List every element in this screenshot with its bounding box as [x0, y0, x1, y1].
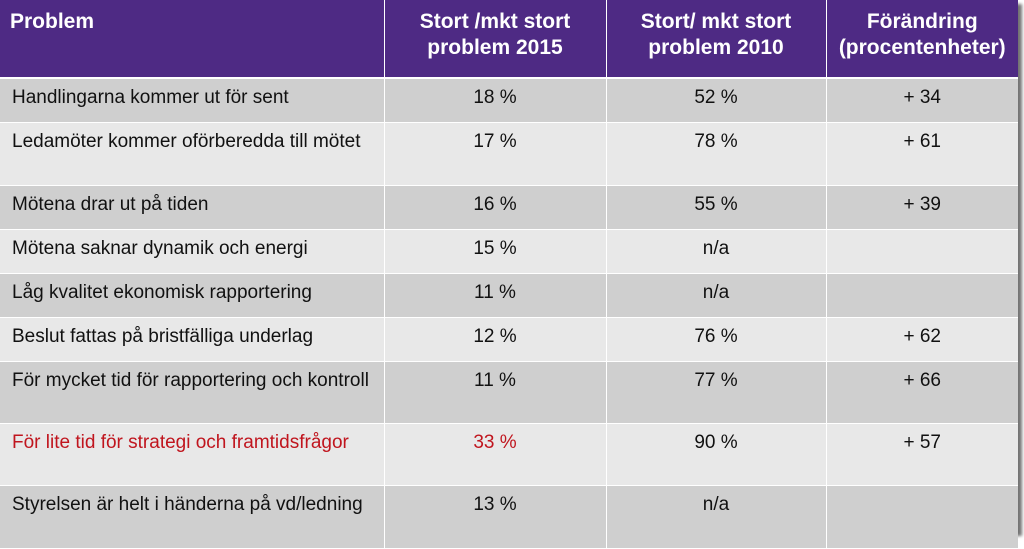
value-2010-cell: n/a: [606, 229, 827, 274]
change-cell: + 62: [826, 317, 1018, 362]
value-2010-cell: 90 %: [606, 423, 827, 486]
table-row: Beslut fattas på bristfälliga underlag 1…: [0, 317, 1018, 362]
change-cell: [826, 229, 1018, 274]
value-2015-cell-highlighted: 33 %: [384, 423, 607, 486]
problem-cell-highlighted: För lite tid för strategi och framtidsfr…: [0, 423, 385, 486]
header-change: Förändring (procentenheter): [826, 0, 1018, 79]
problem-cell: Mötena drar ut på tiden: [0, 185, 385, 230]
value-2015-cell: 12 %: [384, 317, 607, 362]
value-2010-cell: 52 %: [606, 78, 827, 123]
value-2015-cell: 11 %: [384, 273, 607, 318]
value-2015-cell: 13 %: [384, 485, 607, 549]
table-row: Mötena drar ut på tiden 16 % 55 % + 39: [0, 185, 1018, 230]
change-cell: + 61: [826, 122, 1018, 186]
problem-cell: Ledamöter kommer oförberedda till mötet: [0, 122, 385, 186]
value-2010-cell: n/a: [606, 273, 827, 318]
table-row: För mycket tid för rapportering och kont…: [0, 361, 1018, 424]
change-cell: + 66: [826, 361, 1018, 424]
change-cell: + 34: [826, 78, 1018, 123]
problem-cell: Handlingarna kommer ut för sent: [0, 78, 385, 123]
change-cell: [826, 485, 1018, 549]
header-row: Problem Stort /mkt stort problem 2015 St…: [0, 0, 1018, 79]
header-2010: Stort/ mkt stort problem 2010: [606, 0, 827, 79]
header-2015: Stort /mkt stort problem 2015: [384, 0, 607, 79]
value-2010-cell: 78 %: [606, 122, 827, 186]
value-2010-cell: 55 %: [606, 185, 827, 230]
value-2015-cell: 11 %: [384, 361, 607, 424]
change-cell: [826, 273, 1018, 318]
value-2010-cell: n/a: [606, 485, 827, 549]
table-row: Ledamöter kommer oförberedda till mötet …: [0, 122, 1018, 186]
problem-cell: Beslut fattas på bristfälliga underlag: [0, 317, 385, 362]
change-cell: + 57: [826, 423, 1018, 486]
value-2015-cell: 16 %: [384, 185, 607, 230]
value-2015-cell: 18 %: [384, 78, 607, 123]
problem-cell: Låg kvalitet ekonomisk rapportering: [0, 273, 385, 318]
value-2010-cell: 76 %: [606, 317, 827, 362]
table-row: Styrelsen är helt i händerna på vd/ledni…: [0, 485, 1018, 549]
table-row-highlighted: För lite tid för strategi och framtidsfr…: [0, 423, 1018, 486]
header-problem: Problem: [0, 0, 385, 79]
problem-cell: För mycket tid för rapportering och kont…: [0, 361, 385, 424]
value-2015-cell: 15 %: [384, 229, 607, 274]
change-cell: + 39: [826, 185, 1018, 230]
table-row: Handlingarna kommer ut för sent 18 % 52 …: [0, 78, 1018, 123]
problem-cell: Mötena saknar dynamik och energi: [0, 229, 385, 274]
table-row: Mötena saknar dynamik och energi 15 % n/…: [0, 229, 1018, 274]
problem-cell: Styrelsen är helt i händerna på vd/ledni…: [0, 485, 385, 549]
value-2015-cell: 17 %: [384, 122, 607, 186]
table-row: Låg kvalitet ekonomisk rapportering 11 %…: [0, 273, 1018, 318]
value-2010-cell: 77 %: [606, 361, 827, 424]
